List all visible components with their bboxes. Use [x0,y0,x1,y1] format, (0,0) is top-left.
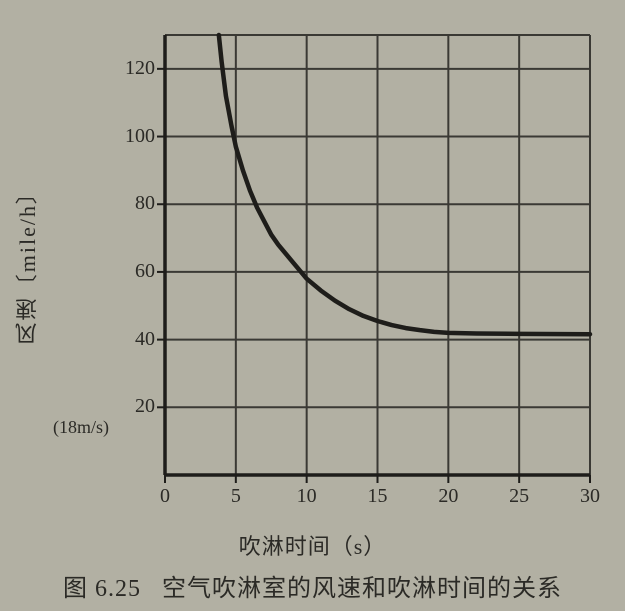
x-tick-0: 0 [145,485,185,508]
page: 风速〔mile/h〕 吹淋时间（s） 图 6.25 空气吹淋室的风速和吹淋时间的… [0,0,625,611]
x-tick-15: 15 [358,485,398,508]
y-sublabel: (18m/s) [53,417,109,438]
y-tick-40: 40 [95,328,155,351]
y-axis-label: 风速〔mile/h〕 [12,180,44,344]
y-tick-100: 100 [95,125,155,148]
y-tick-60: 60 [95,260,155,283]
caption-prefix: 图 6.25 [63,576,141,602]
x-tick-25: 25 [499,485,539,508]
x-tick-20: 20 [428,485,468,508]
y-tick-80: 80 [95,192,155,215]
y-tick-20: 20 [95,395,155,418]
x-tick-10: 10 [287,485,327,508]
caption-text: 空气吹淋室的风速和吹淋时间的关系 [162,576,562,602]
y-tick-120: 120 [95,57,155,80]
x-tick-5: 5 [216,485,256,508]
x-tick-30: 30 [570,485,610,508]
x-axis-label: 吹淋时间（s） [0,529,625,561]
figure-caption: 图 6.25 空气吹淋室的风速和吹淋时间的关系 [0,568,625,603]
